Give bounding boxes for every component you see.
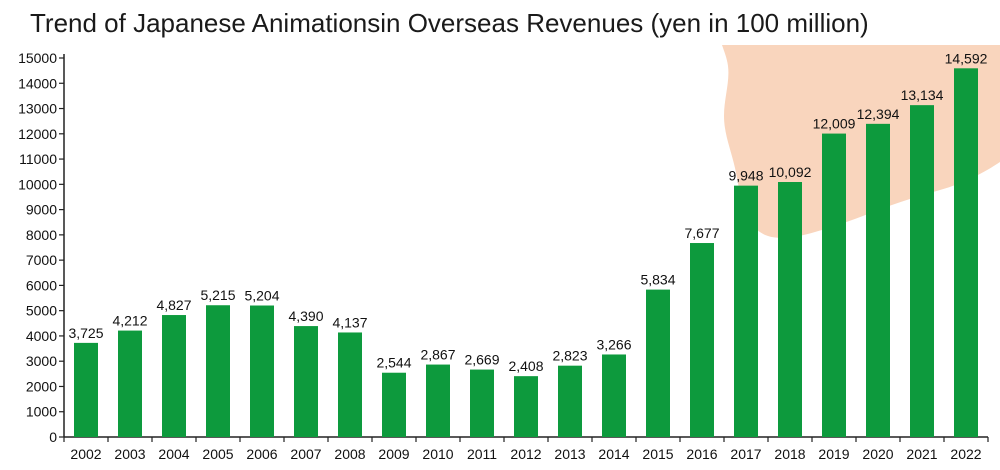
bar bbox=[866, 123, 890, 437]
bar bbox=[646, 289, 670, 437]
bar bbox=[162, 315, 186, 437]
bar-value-label: 4,827 bbox=[156, 297, 191, 313]
x-tick-label: 2005 bbox=[202, 446, 233, 462]
x-tick-label: 2021 bbox=[906, 446, 937, 462]
bar bbox=[294, 326, 318, 437]
data-labels: 3,725 4,212 4,827 5,215 5,204 4,390 4,137 2,544… bbox=[68, 50, 987, 374]
bar bbox=[690, 243, 714, 437]
y-tick-label: 9000 bbox=[26, 202, 57, 218]
y-tick-label: 10000 bbox=[18, 176, 57, 192]
x-tick-label: 2013 bbox=[554, 446, 585, 462]
bar bbox=[338, 332, 362, 437]
x-tick-label: 2014 bbox=[598, 446, 629, 462]
bar-value-label: 3,266 bbox=[596, 336, 631, 352]
bar bbox=[822, 133, 846, 437]
y-tick-label: 2000 bbox=[26, 378, 57, 394]
bar bbox=[558, 365, 582, 437]
x-tick-label: 2006 bbox=[246, 446, 277, 462]
y-tick-label: 3000 bbox=[26, 353, 57, 369]
bar-value-label: 2,408 bbox=[508, 358, 543, 374]
bar bbox=[602, 354, 626, 437]
bar-value-label: 12,009 bbox=[813, 116, 856, 132]
bar bbox=[514, 376, 538, 437]
bar bbox=[426, 364, 450, 437]
bar-value-label: 2,544 bbox=[376, 355, 411, 371]
bar-value-label: 5,215 bbox=[200, 287, 235, 303]
y-tick-label: 1000 bbox=[26, 404, 57, 420]
bar-value-label: 2,823 bbox=[552, 348, 587, 364]
x-tick-label: 2009 bbox=[378, 446, 409, 462]
y-tick-label: 4000 bbox=[26, 328, 57, 344]
bar bbox=[910, 105, 934, 438]
x-tick-label: 2018 bbox=[774, 446, 805, 462]
bar bbox=[470, 369, 494, 437]
bar-value-label: 4,390 bbox=[288, 308, 323, 324]
bar-value-label: 5,834 bbox=[640, 272, 675, 288]
bar-value-label: 4,212 bbox=[112, 313, 147, 329]
x-tick-label: 2011 bbox=[467, 446, 497, 462]
x-tick-label: 2022 bbox=[950, 446, 981, 462]
bar-value-label: 2,669 bbox=[464, 352, 499, 368]
bar-value-label: 2,867 bbox=[420, 347, 455, 363]
bar bbox=[954, 68, 978, 437]
x-tick-label: 2003 bbox=[114, 446, 145, 462]
bar bbox=[250, 305, 274, 437]
bar-value-label: 12,394 bbox=[857, 106, 900, 122]
bar-value-label: 5,204 bbox=[244, 288, 279, 304]
x-tick-label: 2019 bbox=[818, 446, 849, 462]
x-tick-label: 2012 bbox=[510, 446, 541, 462]
y-tick-label: 15000 bbox=[18, 50, 57, 66]
y-tick-label: 14000 bbox=[18, 75, 57, 91]
bar-value-label: 4,137 bbox=[332, 314, 367, 330]
bar bbox=[734, 185, 758, 437]
y-axis: 0 1000 2000 3000 4000 5000 6000 7000 8000 9000 100… bbox=[18, 50, 65, 445]
x-tick-label: 2016 bbox=[686, 446, 717, 462]
y-tick-label: 7000 bbox=[26, 252, 57, 268]
bar-value-label: 9,948 bbox=[728, 168, 763, 184]
x-tick-label: 2002 bbox=[70, 446, 101, 462]
bar-value-label: 13,134 bbox=[901, 87, 944, 103]
x-tick-label: 2010 bbox=[422, 446, 453, 462]
bars bbox=[74, 68, 978, 438]
chart-title: Trend of Japanese Animationsin Overseas … bbox=[30, 8, 869, 38]
y-tick-label: 8000 bbox=[26, 227, 57, 243]
bar-value-label: 14,592 bbox=[945, 50, 988, 66]
y-tick-label: 12000 bbox=[18, 126, 57, 142]
y-tick-label: 0 bbox=[49, 429, 57, 445]
x-axis: 2002 2003 2004 2005 2006 2007 2008 2009 2010 2011… bbox=[63, 436, 989, 462]
bar bbox=[206, 305, 230, 437]
bar bbox=[74, 342, 98, 437]
bar bbox=[118, 330, 142, 437]
y-tick-label: 5000 bbox=[26, 303, 57, 319]
x-tick-label: 2017 bbox=[730, 446, 761, 462]
y-tick-label: 6000 bbox=[26, 277, 57, 293]
x-tick-label: 2004 bbox=[158, 446, 189, 462]
bar bbox=[382, 372, 406, 437]
x-tick-label: 2008 bbox=[334, 446, 365, 462]
bar-value-label: 3,725 bbox=[68, 325, 103, 341]
bar-value-label: 7,677 bbox=[684, 225, 719, 241]
x-tick-label: 2020 bbox=[862, 446, 893, 462]
bar bbox=[778, 182, 802, 437]
x-tick-label: 2007 bbox=[290, 446, 321, 462]
y-tick-label: 11000 bbox=[19, 151, 57, 167]
bar-value-label: 10,092 bbox=[769, 164, 812, 180]
x-tick-label: 2015 bbox=[642, 446, 673, 462]
y-tick-label: 13000 bbox=[18, 101, 57, 117]
